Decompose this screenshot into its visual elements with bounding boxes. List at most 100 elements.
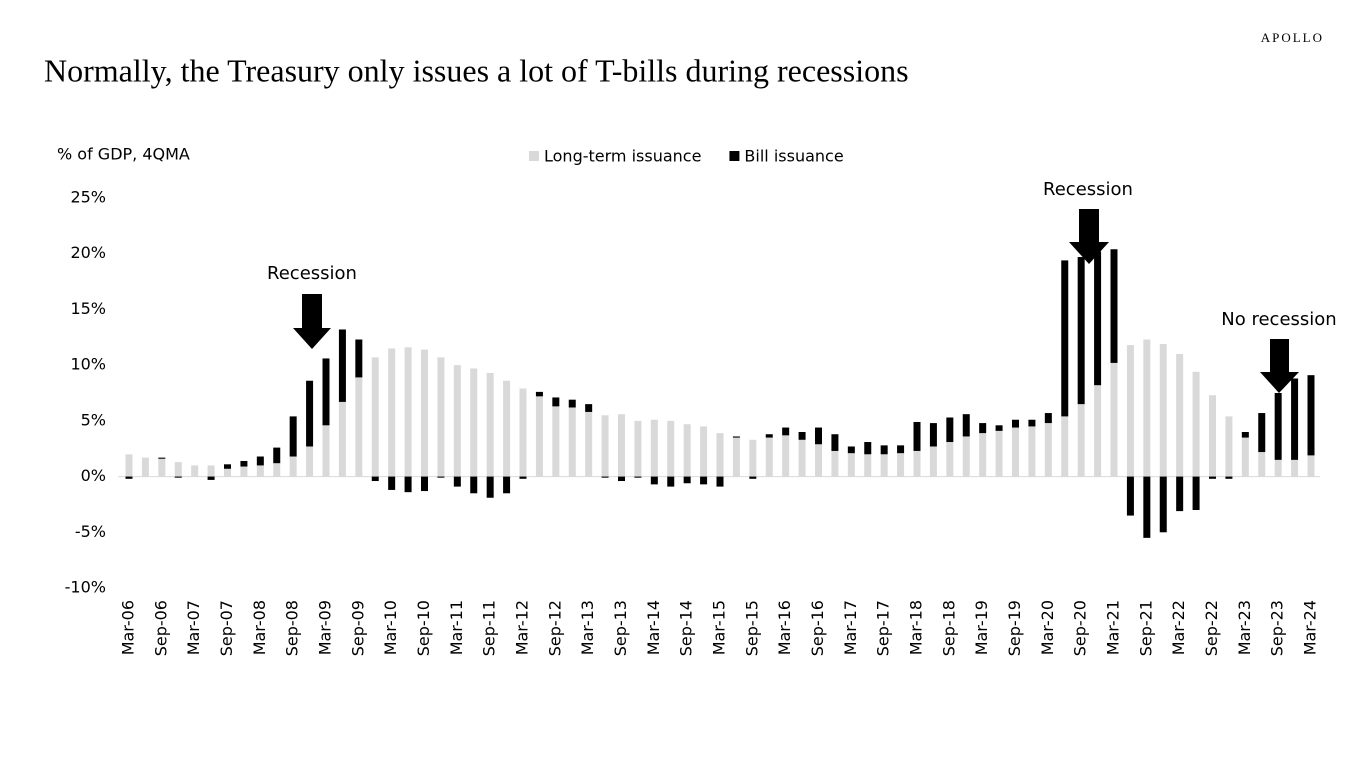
bar-segment [1241,437,1249,477]
x-tick-label: Mar-13 [578,600,597,655]
bar-segment [322,358,330,426]
x-tick-label: Mar-24 [1301,600,1320,655]
bar-segment [273,463,281,477]
bar-segment [732,437,740,477]
y-tick-label: 25% [70,188,106,207]
x-tick-label: Mar-09 [316,600,335,655]
bar-segment [913,421,921,451]
bar-segment [273,447,281,464]
arrow [1079,209,1099,243]
x-tick-label: Sep-08 [283,600,302,656]
bar-segment [1012,427,1019,477]
bar-segment [355,339,363,378]
bar-segment [946,442,954,477]
y-tick-label: 0% [81,466,106,485]
bar-segment [1307,375,1315,456]
bar-segment [700,426,708,477]
bar-segment [338,329,346,402]
bar-segment [782,427,790,436]
bar-segment [535,396,543,477]
bar-segment [880,454,888,477]
bar-segment [207,465,215,477]
bar-segment [1044,413,1052,424]
bar-segment [437,476,445,478]
bar-segment [995,425,1003,431]
bar-segment [1061,416,1069,477]
bar-segment [1077,257,1085,405]
bar-segment [650,419,658,477]
bar-segment [503,476,511,494]
x-tick-label: Mar-22 [1169,600,1188,655]
bar-segment [568,399,576,408]
legend-swatch [529,151,539,161]
bar-segment [224,464,231,469]
x-tick-label: Mar-11 [447,600,466,655]
bar-segment [404,347,412,477]
bar-segment [618,414,625,477]
bar-segment [1094,251,1102,386]
bar-segment [716,433,724,477]
bar-segment [503,380,511,477]
bar-segment [552,397,560,407]
x-tick-label: Sep-21 [1136,600,1155,656]
bar-segment [240,460,248,467]
bar-segment [962,414,970,437]
bar-segment [470,476,478,494]
x-tick-label: Mar-18 [907,600,926,655]
bar-segment [650,476,658,485]
bar-segment [306,380,314,447]
legend-swatch [729,151,740,161]
bar-segment [946,417,954,443]
bar-segment [1225,416,1233,477]
bar-segment [765,437,773,477]
bar-segment [634,420,642,477]
y-tick-label: -10% [65,578,106,597]
x-tick-label: Mar-07 [184,600,203,655]
bar-segment [519,476,527,479]
legend-label: Bill issuance [744,147,843,166]
x-tick-label: Sep-22 [1202,600,1221,656]
y-axis-label: % of GDP, 4QMA [57,145,190,164]
bar-segment [437,357,445,477]
bar-segment [864,454,872,477]
bar-segment [421,476,428,492]
bar-segment [782,435,790,477]
bar-segment [815,427,822,445]
x-tick-label: Mar-21 [1104,600,1123,655]
bar-segment [1110,362,1118,477]
bar-segment [765,434,773,438]
bar-segment [1110,249,1118,363]
x-tick-label: Sep-19 [1005,600,1024,656]
bar-segment [1192,476,1200,510]
bar-segment [1209,395,1216,477]
bar-segment [749,439,757,477]
bar-segment [929,423,937,447]
bar-segment [125,476,133,479]
bar-segment [519,388,527,477]
bar-segment [158,457,166,459]
bar-segment [913,450,921,477]
bar-segment [601,476,609,478]
bar-segment [174,476,182,478]
x-tick-label: Sep-13 [611,600,630,656]
bar-segment [141,457,149,477]
x-tick-label: Mar-06 [119,600,138,655]
bar-segment [585,404,593,412]
bar-segment [1274,459,1282,477]
bar-segment [552,406,560,477]
bar-segment [618,476,625,482]
bar-segment [191,465,199,477]
bar-segment [207,476,215,480]
annotation: Recession [267,263,357,284]
bar-segment [815,444,822,477]
bar-segment [1143,339,1151,477]
bar-segment [125,454,133,477]
bar-segment [371,357,379,477]
x-tick-label: Sep-12 [545,600,564,656]
y-tick-label: 20% [70,243,106,262]
x-tick-label: Mar-12 [513,600,532,655]
bar-segment [667,476,675,487]
arrow [293,328,331,349]
x-tick-label: Sep-15 [742,600,761,656]
bar-segment [1258,413,1266,453]
